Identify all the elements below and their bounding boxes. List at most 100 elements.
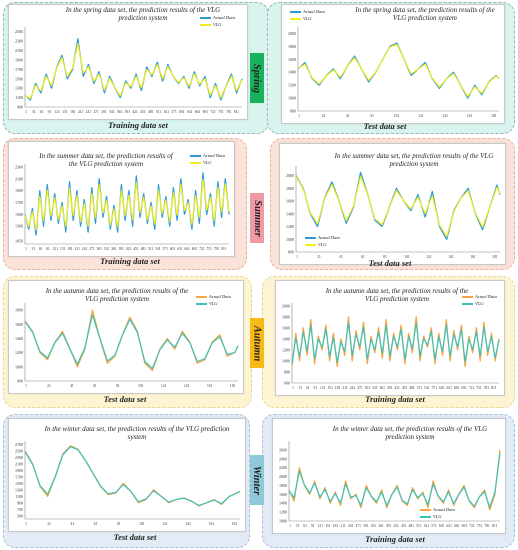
summer-train-xtick: 751 [207,247,213,251]
spring-test-ytick: 1800 [288,44,296,49]
autumn-train-xtick: 781 [484,386,490,390]
summer-test-xtick: 61 [361,255,365,259]
winter-train-xtick: 481 [409,524,415,528]
spring-test-ytick: 1000 [288,96,296,101]
summer-test-xtick: 181 [492,255,498,259]
spring-test-title: In the spring data set, the prediction r… [355,6,495,22]
winter-train-xtick: 61 [303,524,307,528]
autumn-test-vlg-line [24,314,239,369]
spring-train-xlabel: Training data set [108,120,168,130]
winter-test-xtick: 101 [139,522,145,526]
summer-test-xtick: 81 [383,255,387,259]
spring-train-xtick: 31 [32,110,36,114]
summer-train-ytick: 2100 [15,176,23,181]
summer-train-xtick: 631 [177,247,183,251]
autumn-train-xtick: 571 [432,386,438,390]
summer-train-xtick: 601 [170,247,176,251]
spring-test-vlg-line [297,43,500,97]
spring-test-xtick: 161 [467,114,473,118]
summer-train-ytick: 1300 [15,224,23,229]
summer-train-xtick: 481 [141,247,147,251]
spring-test-axes [297,27,499,112]
winter-train-xtick: 691 [462,524,468,528]
winter-train-xtick: 361 [378,524,384,528]
winter-train-vlg-line [288,452,501,508]
autumn-train-ytick: 600 [284,381,290,386]
winter-test-xtick: 41 [71,522,75,526]
summer-test-xtick: 141 [448,255,454,259]
spring-train-xtick: 451 [140,110,146,114]
summer-train-xtick: 811 [221,247,226,251]
autumn-train-xtick: 151 [327,386,333,390]
summer-train-xtick: 511 [148,247,153,251]
autumn-train-xtick: 721 [469,386,475,390]
spring-train-ytick: 1100 [15,95,23,100]
autumn-train-xtick: 661 [454,386,460,390]
winter-train-ytick: 1200 [279,510,287,515]
autumn-train-vlg-line [291,321,500,365]
autumn-train-xlabel: Training data set [365,394,425,404]
winter-test-xtick: 81 [117,522,121,526]
spring-train-xtick: 151 [62,110,68,114]
summer-train-legend: Actual Data VLG [190,152,225,166]
spring-train-ytick: 1300 [15,86,23,91]
autumn-train-ytick: 1400 [282,336,290,341]
autumn-train-svg: 600 800 1000 1200 1400 1600 1800 2000 1 31 61 91 121… [282,303,500,390]
summer-train-title: In the summer data set, the prediction r… [39,152,173,168]
winter-train-xtick: 301 [363,524,369,528]
summer-train-xtick: 151 [60,247,66,251]
autumn-test-axes [24,303,238,382]
autumn-test-ytick: 1800 [15,308,23,313]
spring-train-ytick: 2100 [15,48,23,53]
winter-test-axes [24,441,240,520]
autumn-test-legend: Actual Data VLG [196,293,231,307]
autumn-training-chart: 600 800 1000 1200 1400 1600 1800 2000 1 31 61 91 121… [275,280,505,396]
autumn-test-ytick: 1200 [15,350,23,355]
spring-train-xtick: 301 [101,110,107,114]
summer-train-xtick: 571 [163,247,169,251]
summer-train-axes [24,164,229,245]
winter-train-xtick: 1 [289,524,291,528]
spring-train-legend: Actual Data VLG [200,14,235,28]
autumn-train-xtick: 811 [491,386,496,390]
spring-train-ytick: 2300 [15,39,23,44]
spring-train-ytick: 900 [17,105,23,110]
spring-train-xtick: 211 [78,110,83,114]
winter-train-ytick: 2600 [279,447,287,452]
winter-train-xtick: 31 [296,524,300,528]
spring-train-ytick: 1500 [15,76,23,81]
winter-test-chart: 500 700 900 1100 1300 1500 1700 1900 2100 2300 250… [8,418,246,532]
winter-test-ytick: 900 [17,500,23,505]
autumn-train-legend: Actual Data VLG [462,293,497,307]
autumn-train-ytick: 1600 [282,325,290,330]
spring-train-xtick: 271 [93,110,99,114]
winter-train-xtick: 121 [318,524,324,528]
summer-train-ytick: 1500 [15,212,23,217]
spring-train-xtick: 61 [40,110,44,114]
summer-test-title: In the summer data set, the prediction r… [334,152,494,168]
winter-training-chart: 1000 1200 1400 1600 1800 2000 2200 2400 2600 1 31 6… [272,418,506,534]
summer-test-xlabel: Test data set [368,258,412,268]
spring-train-ytick: 1900 [15,57,23,62]
autumn-test-ytick: 1000 [15,364,23,369]
summer-test-vlg-line [295,175,501,237]
winter-train-xtick: 571 [431,524,437,528]
summer-train-xtick: 361 [111,247,117,251]
winter-test-ytick: 2700 [15,442,23,447]
spring-test-chart: 800 1000 1200 1400 1600 1800 2000 1 32 41 91 101 121… [281,4,505,124]
autumn-train-xtick: 361 [380,386,386,390]
spring-test-xtick: 32 [322,114,326,118]
winter-train-xtick: 211 [340,524,345,528]
winter-test-ytick: 2500 [15,448,23,453]
winter-test-ytick: 1300 [15,487,23,492]
summer-train-xtick: 781 [214,247,220,251]
autumn-train-xtick: 301 [365,386,371,390]
spring-test-legend: Actual Data VLG [290,8,325,22]
winter-train-axes [288,441,500,522]
autumn-test-xtick: 181 [230,384,236,388]
summer-test-ytick: 2000 [286,173,294,178]
summer-test-ytick: 1000 [286,237,294,242]
